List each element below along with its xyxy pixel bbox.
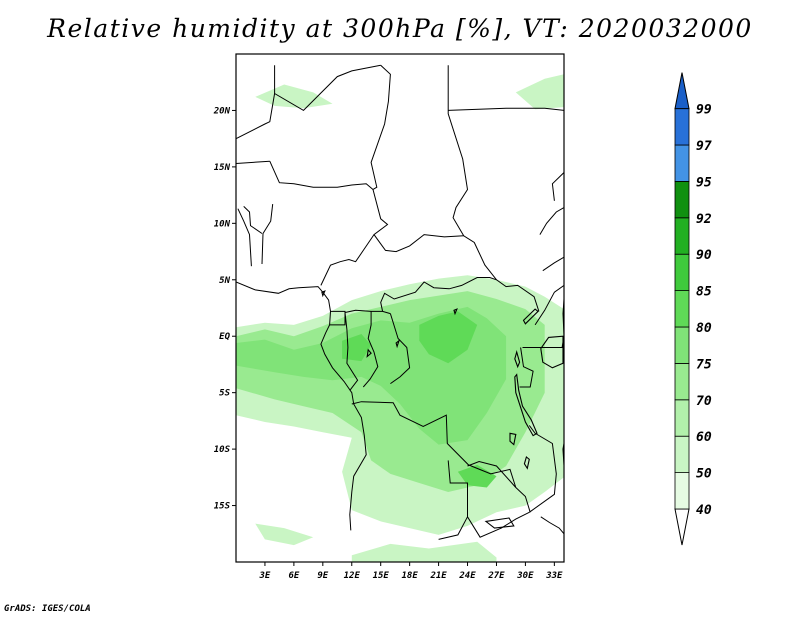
border-line <box>243 206 263 234</box>
border-line <box>519 347 534 388</box>
colorbar-label: 95 <box>696 175 712 190</box>
colorbar-segment <box>674 253 690 291</box>
colorbar-top-arrow <box>674 72 690 110</box>
border-line <box>528 425 557 513</box>
border-line <box>370 64 464 253</box>
map-title: Relative humidity at 300hPa [%], VT: 202… <box>47 14 753 43</box>
lake-outline <box>509 432 517 446</box>
border-line <box>380 277 497 312</box>
border-line <box>389 313 411 385</box>
border-line <box>551 172 564 201</box>
border-line <box>540 516 564 535</box>
lat-tick-label: 15S <box>214 502 231 512</box>
colorbar-label: 75 <box>696 357 712 372</box>
lon-tick-label: 6E <box>288 571 299 581</box>
colorbar-bottom-arrow <box>674 508 690 546</box>
border-line <box>236 93 276 140</box>
colorbar: 40 50 60 70 75 80 85 90 92 95 97 99 <box>674 72 712 546</box>
colorbar-segment <box>674 399 690 437</box>
lake-outline <box>321 290 326 298</box>
colorbar-label: 60 <box>696 430 712 445</box>
lon-tick-label: 12E <box>344 571 361 581</box>
colorbar-segment <box>674 217 690 255</box>
lake-outline <box>523 456 530 470</box>
lat-tick-label: 5S <box>219 389 230 399</box>
border-line <box>448 107 564 111</box>
lon-tick-label: 21E <box>429 571 447 581</box>
humidity-fill-layer <box>236 74 564 562</box>
lake-outline <box>514 349 521 369</box>
border-line <box>237 208 252 267</box>
border-line <box>261 204 274 265</box>
lon-tick-label: 9E <box>317 571 328 581</box>
border-line <box>344 312 359 391</box>
humidity-patch <box>351 541 497 562</box>
humidity-patch <box>515 74 564 110</box>
humidity-patch <box>457 464 497 488</box>
humidity-patch <box>342 334 372 362</box>
lon-tick-label: 3E <box>259 571 271 581</box>
colorbar-label: 80 <box>696 321 712 336</box>
lon-tick-label: 27E <box>487 571 505 581</box>
colorbar-label: 85 <box>696 285 712 300</box>
border-line <box>534 284 564 326</box>
lon-tick-label: 15E <box>373 571 390 581</box>
border-line <box>236 281 367 531</box>
border-line <box>320 234 375 286</box>
lat-tick-label: 5N <box>219 276 230 286</box>
lat-tick-label: 15N <box>214 163 231 173</box>
border-line <box>438 460 468 540</box>
colorbar-label: 99 <box>696 103 712 118</box>
colorbar-segment <box>674 180 690 219</box>
lake-outline <box>540 335 564 369</box>
lon-tick-label: 24E <box>458 571 476 581</box>
colorbar-segment <box>674 362 690 401</box>
lake-outline <box>395 339 401 349</box>
humidity-patch <box>419 311 478 364</box>
colorbar-segment <box>674 290 690 328</box>
border-line <box>539 207 564 235</box>
border-line <box>515 487 531 513</box>
lake-outline <box>453 308 458 316</box>
lake-outline <box>562 441 564 468</box>
border-line <box>236 160 270 164</box>
border-line <box>269 160 374 190</box>
lon-tick-label: 33E <box>545 571 563 581</box>
lake-outline <box>484 517 515 529</box>
grads-credit: GrADS: IGES/COLA <box>4 604 91 614</box>
country-borders-layer <box>236 64 564 540</box>
lake-outline <box>366 348 372 358</box>
lon-tick-label: 30E <box>516 571 534 581</box>
lake-outline <box>522 308 539 325</box>
border-line <box>351 401 517 488</box>
lake-outline <box>514 373 538 437</box>
border-line <box>329 310 346 326</box>
border-line <box>274 64 381 112</box>
lat-tick-label: 10S <box>214 445 231 455</box>
border-line <box>467 511 530 538</box>
colorbar-label: 50 <box>696 467 712 482</box>
colorbar-label: 90 <box>696 248 712 263</box>
border-line <box>542 256 564 272</box>
colorbar-label: 70 <box>696 394 712 409</box>
colorbar-label: 92 <box>696 212 712 227</box>
colorbar-segment <box>674 108 690 146</box>
lakes-layer <box>321 290 564 529</box>
lat-tick-label: 10N <box>214 219 231 229</box>
humidity-patch <box>255 523 314 546</box>
colorbar-segment <box>674 435 690 474</box>
colorbar-segment <box>674 144 690 182</box>
border-line <box>362 311 379 388</box>
border-line <box>447 65 540 312</box>
map-axes: 20N 15N 10N 5N EQ 5S 10S 15S 3E 6E 9E 12E 15E 18E 21E 2… <box>213 106 563 581</box>
colorbar-label: 40 <box>696 503 712 518</box>
colorbar-segment <box>674 472 690 510</box>
lon-tick-label: 18E <box>402 571 419 581</box>
colorbar-label: 97 <box>696 139 712 154</box>
lat-tick-label: EQ <box>219 332 230 342</box>
map-frame <box>235 53 565 563</box>
colorbar-segment <box>674 326 690 364</box>
lat-tick-label: 20N <box>213 106 231 116</box>
